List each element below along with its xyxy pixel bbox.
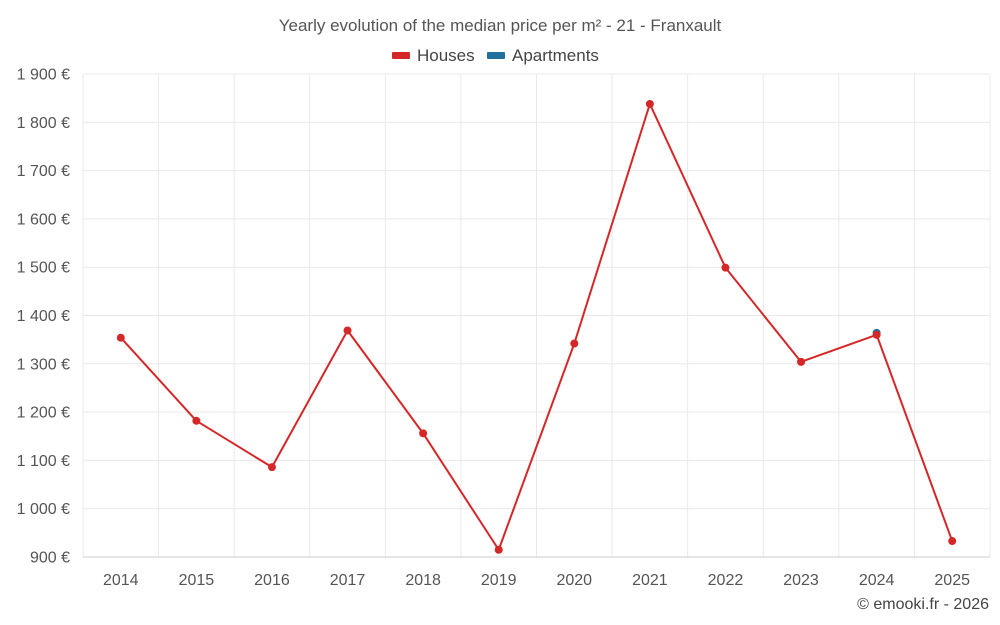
- legend-item-houses[interactable]: Houses: [392, 46, 475, 65]
- data-point-houses[interactable]: [419, 429, 428, 438]
- data-point-houses[interactable]: [267, 463, 276, 472]
- x-tick-label: 2017: [330, 572, 366, 589]
- data-point-houses[interactable]: [116, 333, 125, 342]
- y-tick-label: 1 000 €: [17, 501, 70, 518]
- data-point-houses[interactable]: [872, 330, 881, 339]
- y-tick-label: 900 €: [30, 550, 70, 567]
- x-tick-label: 2016: [254, 572, 290, 589]
- x-tick-label: 2020: [556, 572, 592, 589]
- data-point-houses[interactable]: [570, 339, 579, 348]
- data-point-houses[interactable]: [494, 545, 503, 554]
- data-point-houses[interactable]: [797, 357, 806, 366]
- data-point-houses[interactable]: [645, 99, 654, 108]
- y-tick-label: 1 600 €: [17, 211, 70, 228]
- chart-title: Yearly evolution of the median price per…: [279, 16, 722, 35]
- x-tick-label: 2019: [481, 572, 517, 589]
- y-tick-label: 1 900 €: [17, 67, 70, 84]
- x-gridlines: [82, 74, 991, 557]
- legend-swatch-apartments: [487, 52, 505, 59]
- x-tick-label: 2023: [783, 572, 819, 589]
- legend-label-houses: Houses: [417, 46, 475, 65]
- x-tick-label: 2014: [103, 572, 139, 589]
- y-tick-label: 1 800 €: [17, 115, 70, 132]
- y-tick-label: 1 200 €: [17, 405, 70, 422]
- legend-item-apartments[interactable]: Apartments: [487, 46, 599, 65]
- x-tick-label: 2021: [632, 572, 668, 589]
- x-axis-ticks: 2014 2015 2016 2017 2018 2019 2020 2021 2022 2023…: [103, 572, 970, 589]
- series-line-houses: [120, 102, 954, 551]
- y-tick-label: 1 300 €: [17, 356, 70, 373]
- legend-label-apartments: Apartments: [512, 46, 599, 65]
- data-point-houses[interactable]: [721, 263, 730, 272]
- x-tick-label: 2024: [859, 572, 895, 589]
- x-tick-label: 2015: [179, 572, 215, 589]
- data-point-houses[interactable]: [343, 326, 352, 335]
- y-tick-label: 1 400 €: [17, 308, 70, 325]
- x-tick-label: 2025: [934, 572, 970, 589]
- data-point-houses[interactable]: [948, 537, 957, 546]
- x-tick-label: 2018: [405, 572, 441, 589]
- y-tick-label: 1 700 €: [17, 163, 70, 180]
- y-tick-label: 1 100 €: [17, 453, 70, 470]
- y-axis-ticks: 900 € 1 000 € 1 100 € 1 200 € 1 300 € 1 400 €…: [17, 67, 70, 567]
- data-point-houses[interactable]: [192, 416, 201, 425]
- legend-swatch-houses: [392, 52, 410, 59]
- legend: Houses Apartments: [392, 46, 599, 65]
- y-tick-label: 1 500 €: [17, 260, 70, 277]
- x-tick-label: 2022: [708, 572, 744, 589]
- series-layer: [116, 99, 957, 554]
- credit-text: © emooki.fr - 2026: [857, 596, 989, 613]
